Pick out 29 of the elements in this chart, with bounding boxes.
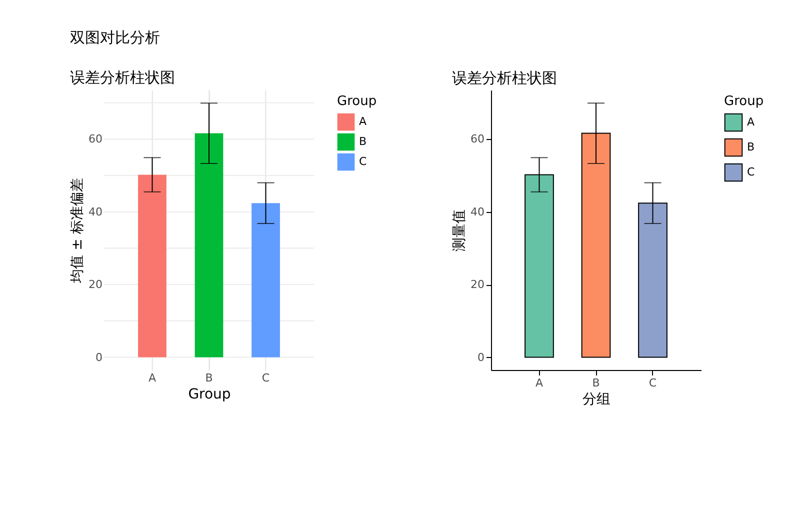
- legend-title: Group: [724, 94, 764, 109]
- legend-label: C: [747, 166, 755, 178]
- y-axis-title: 均值 ± 标准偏差: [70, 178, 86, 284]
- legend-label: B: [747, 140, 755, 154]
- x-tick-label: C: [648, 376, 657, 390]
- y-tick-label: 40: [88, 205, 102, 218]
- y-tick-label: 0: [96, 350, 102, 364]
- x-tick-label: A: [535, 376, 544, 390]
- y-axis-title: 测量值: [452, 210, 468, 252]
- y-tick-label: 20: [470, 278, 484, 292]
- legend-label: B: [359, 135, 367, 148]
- legend-label: C: [359, 155, 367, 168]
- legend-title: Group: [337, 94, 377, 109]
- x-axis-title: Group: [188, 386, 231, 402]
- y-tick-label: 0: [478, 350, 484, 364]
- chart-title: 误差分析柱状图: [452, 69, 558, 87]
- x-axis-title: 分组: [582, 392, 610, 408]
- legend-label: A: [747, 116, 755, 128]
- text: 双图对比分析: [70, 28, 160, 46]
- y-tick-label: 20: [88, 278, 102, 292]
- x-tick-label: B: [205, 372, 213, 384]
- y-tick-label: 60: [470, 132, 484, 146]
- y-tick-label: 60: [88, 132, 102, 146]
- y-tick-label: 40: [470, 205, 484, 218]
- x-tick-label: B: [592, 376, 600, 390]
- x-tick-label: C: [262, 372, 270, 384]
- x-tick-label: A: [148, 372, 156, 384]
- chart-title: 误差分析柱状图: [70, 68, 176, 86]
- legend-label: A: [359, 115, 367, 128]
